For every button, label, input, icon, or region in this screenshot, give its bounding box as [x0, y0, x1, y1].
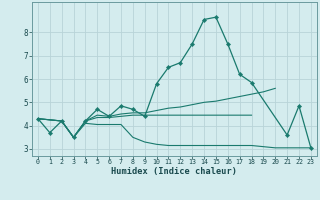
X-axis label: Humidex (Indice chaleur): Humidex (Indice chaleur) — [111, 167, 237, 176]
